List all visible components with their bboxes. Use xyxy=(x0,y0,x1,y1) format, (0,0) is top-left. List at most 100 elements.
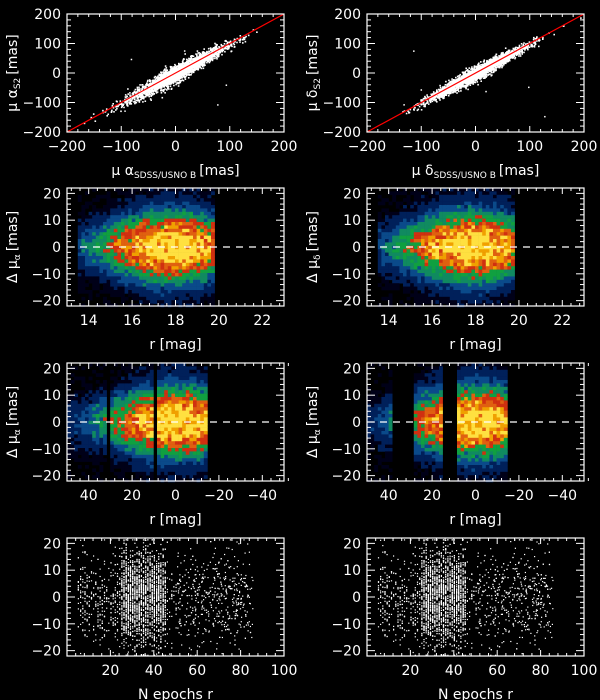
data-point xyxy=(113,111,115,113)
data-point xyxy=(116,100,118,103)
data-point xyxy=(195,63,197,66)
data-point xyxy=(414,107,416,109)
data-point xyxy=(453,79,456,82)
data-point xyxy=(165,71,167,73)
data-point xyxy=(137,98,139,101)
data-point xyxy=(440,94,443,96)
data-point xyxy=(480,67,483,69)
data-point xyxy=(506,52,509,54)
data-point xyxy=(217,55,219,58)
data-point xyxy=(496,63,499,65)
data-point xyxy=(151,83,153,86)
data-point xyxy=(164,70,167,72)
data-point xyxy=(210,49,212,52)
data-point xyxy=(169,79,171,81)
data-point xyxy=(435,96,437,98)
data-point xyxy=(487,71,489,73)
data-point xyxy=(199,66,202,69)
data-point xyxy=(192,59,195,61)
data-point xyxy=(230,50,233,52)
axis-label-sub: SDSS/USNO B xyxy=(134,171,196,181)
data-point xyxy=(408,112,410,114)
data-point xyxy=(435,98,437,101)
data-point xyxy=(458,77,461,79)
data-point xyxy=(208,61,211,64)
data-point xyxy=(470,73,472,75)
data-point xyxy=(129,94,131,96)
data-point xyxy=(191,72,193,74)
data-point xyxy=(505,59,508,61)
data-point xyxy=(439,86,442,89)
data-point xyxy=(477,76,480,79)
data-point xyxy=(465,79,468,81)
data-point xyxy=(491,60,494,62)
data-point xyxy=(504,47,507,49)
data-point xyxy=(427,103,430,105)
data-point xyxy=(146,82,148,85)
data-point xyxy=(144,88,146,90)
data-point xyxy=(494,57,497,59)
data-point xyxy=(479,66,481,68)
data-point xyxy=(233,43,236,46)
data-point xyxy=(500,61,503,63)
data-point xyxy=(204,57,207,60)
data-point xyxy=(201,59,204,61)
data-point xyxy=(197,61,199,63)
data-point xyxy=(217,104,219,106)
data-point xyxy=(452,88,454,90)
data-point xyxy=(485,67,488,69)
data-point xyxy=(140,94,143,96)
data-point xyxy=(177,75,179,77)
data-point xyxy=(471,77,473,80)
data-point xyxy=(220,44,223,47)
data-point xyxy=(466,80,469,83)
data-point xyxy=(476,75,479,77)
data-point xyxy=(424,105,426,108)
data-point xyxy=(481,64,484,67)
data-point xyxy=(155,90,157,93)
data-point xyxy=(111,104,114,107)
data-point xyxy=(493,56,495,59)
data-point xyxy=(494,69,496,71)
data-point xyxy=(217,52,219,55)
data-point xyxy=(142,97,144,100)
data-point xyxy=(455,80,457,83)
data-point xyxy=(417,108,420,111)
data-point xyxy=(439,99,441,101)
data-point xyxy=(111,109,113,112)
data-point xyxy=(166,71,169,74)
axis-label-sub: S2 xyxy=(13,78,23,89)
data-point xyxy=(165,76,167,78)
data-point xyxy=(420,102,422,105)
data-point xyxy=(486,60,488,63)
data-point xyxy=(429,96,431,98)
data-point xyxy=(186,69,188,71)
data-point xyxy=(199,62,202,64)
data-point xyxy=(122,103,125,105)
data-point xyxy=(186,62,188,65)
data-point xyxy=(207,56,209,59)
data-point xyxy=(197,52,199,54)
data-point xyxy=(160,92,163,94)
data-point xyxy=(488,61,490,64)
data-point xyxy=(118,104,120,106)
data-point xyxy=(206,57,208,60)
data-point xyxy=(142,101,144,103)
data-point xyxy=(187,77,190,79)
data-point xyxy=(473,81,476,83)
data-point xyxy=(523,51,525,54)
data-point xyxy=(473,65,476,67)
data-point xyxy=(124,100,127,102)
data-point xyxy=(212,48,214,51)
data-point xyxy=(524,49,526,51)
data-point xyxy=(106,115,108,117)
data-point xyxy=(186,71,189,74)
data-point xyxy=(203,54,205,57)
data-point xyxy=(222,45,225,47)
data-point xyxy=(484,69,486,71)
data-point xyxy=(498,57,500,59)
data-point xyxy=(473,66,476,68)
data-point xyxy=(136,88,139,90)
data-point xyxy=(230,44,232,47)
data-point xyxy=(522,45,525,47)
